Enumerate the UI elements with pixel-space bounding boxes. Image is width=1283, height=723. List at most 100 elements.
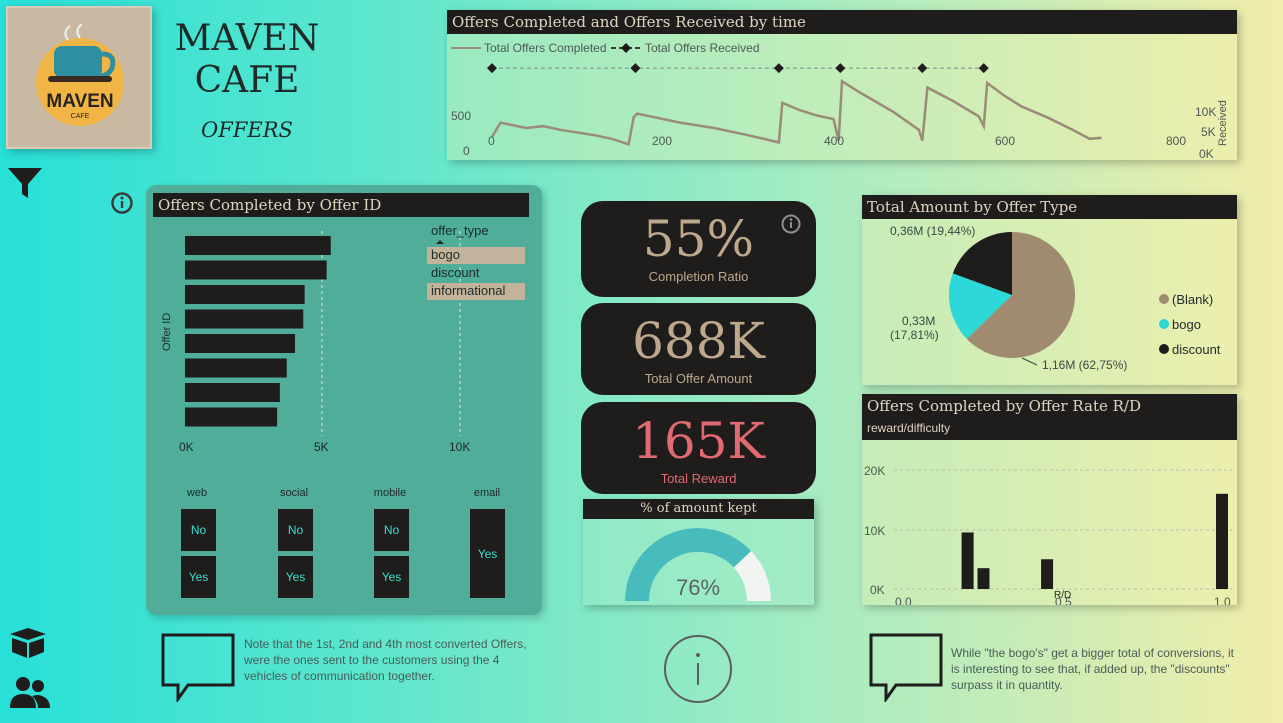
legend-item-discount[interactable]: discount: [431, 265, 480, 280]
total-offer-amount-label: Total Offer Amount: [644, 371, 753, 386]
social-no-button[interactable]: No: [278, 509, 313, 551]
rd-bar[interactable]: [1216, 493, 1228, 589]
mobile-no-button[interactable]: No: [374, 509, 409, 551]
cafe-logo-icon: MAVEN CAFE: [36, 23, 124, 126]
rd-x-label: R/D: [1054, 590, 1072, 601]
received-point[interactable]: [917, 63, 928, 74]
timeline-chart: Total Offers Completed Total Offers Rece…: [451, 41, 1229, 161]
tl-x-tick-600: 600: [995, 134, 1016, 148]
offer-id-y-label: Offer ID: [161, 313, 173, 351]
offer-bar[interactable]: [185, 383, 280, 402]
offer-bar[interactable]: [185, 309, 304, 329]
offer-id-chart: Offer ID 0K 5K 10K: [161, 231, 470, 454]
tl-right-tick-0k: 0K: [1199, 147, 1214, 160]
total-reward-value: 165K: [632, 412, 765, 470]
gauge-value: 76%: [676, 575, 720, 600]
tl-x-tick-400: 400: [824, 134, 845, 148]
legend-received: Total Offers Received: [645, 41, 760, 55]
rd-subtitle: reward/difficulty: [862, 418, 1237, 440]
pie-slice-discount[interactable]: [952, 232, 1012, 295]
tl-x-tick-800: 800: [1166, 134, 1187, 148]
timeline-title: Offers Completed and Offers Received by …: [447, 10, 1237, 34]
rd-panel: Offers Completed by Offer Rate R/D rewar…: [862, 394, 1237, 609]
mobile-yes-button[interactable]: Yes: [374, 556, 409, 598]
speech-bubble-icon-2: [869, 633, 943, 702]
received-point[interactable]: [630, 63, 641, 74]
offer-x-tick-5k: 5K: [314, 440, 329, 454]
filter-icon[interactable]: [6, 166, 44, 200]
completion-ratio-card: 55% Completion Ratio: [581, 201, 816, 297]
rd-title: Offers Completed by Offer Rate R/D: [862, 394, 1237, 418]
web-yes-button[interactable]: Yes: [181, 556, 216, 598]
channel-label-social: social: [279, 487, 309, 499]
rd-x-tick-0: 0,0: [895, 595, 912, 605]
tl-right-tick-10k: 10K: [1195, 105, 1216, 119]
tl-x-tick-0: 0: [488, 134, 495, 148]
pie-legend-blank[interactable]: (Blank): [1172, 292, 1213, 307]
pie-slice-blank[interactable]: [966, 232, 1075, 358]
offer-bar[interactable]: [185, 358, 287, 378]
pie-legend-discount[interactable]: discount: [1172, 342, 1221, 357]
brand-title: MAVEN CAFE: [172, 18, 322, 102]
offer-bar[interactable]: [185, 334, 295, 353]
rd-bar[interactable]: [961, 532, 974, 589]
info-icon[interactable]: [110, 191, 134, 215]
box-icon[interactable]: [6, 624, 50, 660]
total-offer-amount-card: 688K Total Offer Amount: [581, 303, 816, 395]
offer-x-tick-10k: 10K: [449, 440, 470, 454]
total-offer-amount-value: 688K: [632, 312, 765, 370]
gauge-title: % of amount kept: [583, 499, 814, 519]
gauge-chart: 76%: [625, 528, 771, 601]
pie-title: Total Amount by Offer Type: [862, 195, 1237, 219]
brand-line-1: MAVEN: [174, 18, 320, 59]
legend-item-bogo[interactable]: bogo: [427, 247, 525, 264]
offer-id-title: Offers Completed by Offer ID: [153, 193, 529, 217]
rd-bar[interactable]: [977, 568, 990, 589]
tl-right-axis-label: Received: [1217, 100, 1229, 146]
rd-y-tick-0k: 0K: [870, 583, 885, 597]
offer-bar[interactable]: [185, 236, 331, 255]
pie-label-bogo-2: (17,81%): [890, 328, 939, 342]
received-point[interactable]: [773, 63, 784, 74]
channel-label-email: email: [473, 487, 501, 499]
sort-caret-icon[interactable]: [435, 239, 445, 245]
social-yes-button[interactable]: Yes: [278, 556, 313, 598]
rd-x-tick-1: 1,0: [1214, 595, 1231, 605]
offer-id-panel: Offers Completed by Offer ID Offer ID 0K…: [146, 185, 542, 615]
received-point[interactable]: [835, 63, 846, 74]
offer-bar[interactable]: [185, 260, 327, 280]
logo-box: MAVEN CAFE: [6, 6, 152, 149]
pie-panel: Total Amount by Offer Type 0,36M (19,44%…: [862, 195, 1237, 385]
offer-bar[interactable]: [185, 407, 278, 427]
offer-bar[interactable]: [185, 285, 305, 304]
pie-legend-bogo[interactable]: bogo: [1172, 317, 1201, 332]
tl-right-tick-5k: 5K: [1201, 125, 1216, 139]
rd-bar[interactable]: [1041, 559, 1054, 589]
completion-ratio-label: Completion Ratio: [648, 269, 749, 284]
pie-label-blank: 1,16M (62,75%): [1042, 358, 1127, 372]
received-point[interactable]: [978, 63, 989, 74]
received-point[interactable]: [487, 63, 497, 74]
legend-completed: Total Offers Completed: [484, 41, 607, 55]
tl-left-tick-500: 500: [451, 109, 471, 123]
note-left: Note that the 1st, 2nd and 4th most conv…: [244, 637, 527, 683]
pie-slice-bogo[interactable]: [949, 273, 1012, 339]
completion-ratio-value: 55%: [642, 210, 755, 268]
page-subtitle: OFFERS: [201, 118, 293, 142]
timeline-panel: Offers Completed and Offers Received by …: [447, 10, 1237, 161]
users-icon[interactable]: [8, 674, 52, 712]
pie-label-discount: 0,36M (19,44%): [890, 224, 975, 238]
kpi-info-icon[interactable]: [780, 213, 802, 235]
email-yes-button[interactable]: Yes: [470, 509, 505, 598]
tl-x-tick-200: 200: [652, 134, 673, 148]
speech-bubble-icon: [161, 633, 235, 702]
timeline-x-axis: 0 200 400 600 800: [447, 134, 1237, 152]
web-no-button[interactable]: No: [181, 509, 216, 551]
note-right: While "the bogo's" get a bigger total of…: [951, 646, 1234, 692]
logo-sub: CAFE: [71, 113, 90, 120]
rd-y-tick-10k: 10K: [864, 524, 885, 538]
info-large-icon[interactable]: [662, 633, 734, 705]
brand-line-2: CAFE: [194, 60, 300, 101]
legend-item-informational[interactable]: informational: [427, 283, 525, 300]
channel-label-mobile: mobile: [373, 487, 407, 499]
